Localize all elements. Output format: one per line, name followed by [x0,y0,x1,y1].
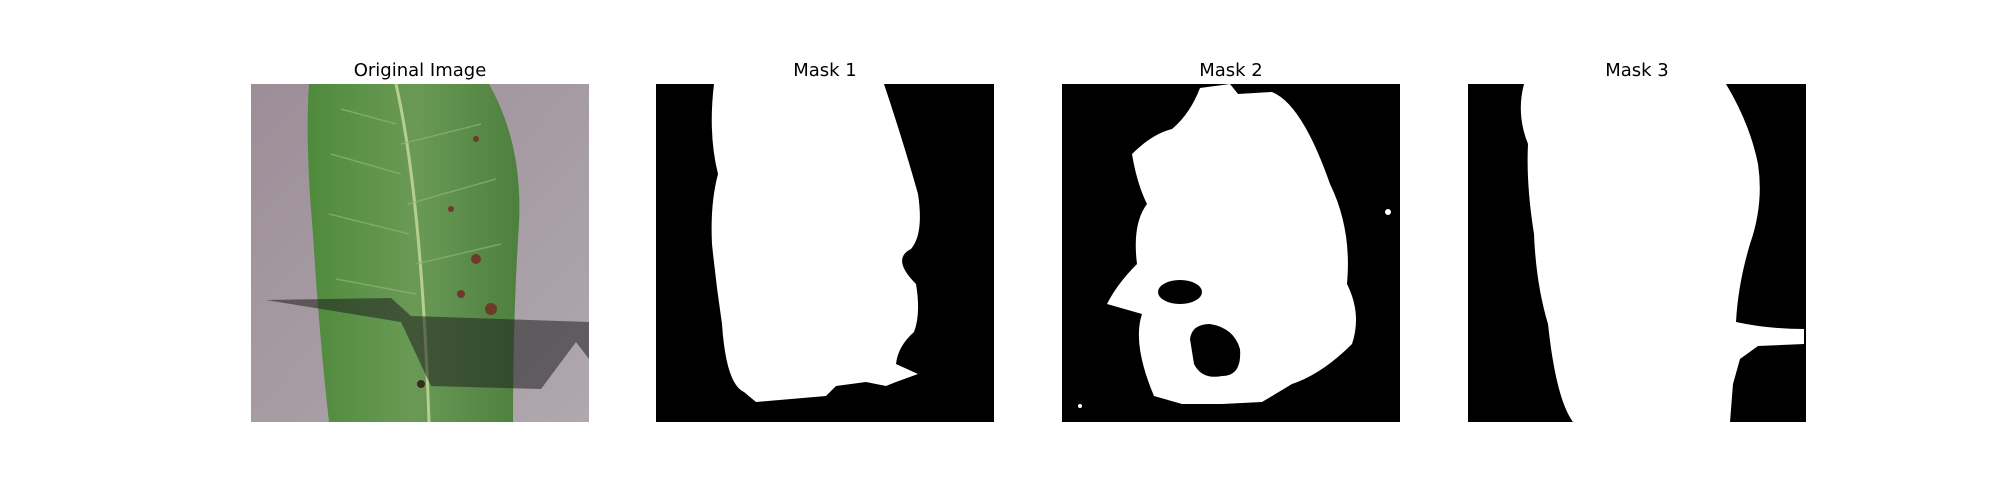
original-leaf-photo [251,84,589,422]
panel-mask-3: Mask 3 [1468,58,1806,422]
mask-3-image [1468,84,1806,422]
panel-mask-2: Mask 2 [1062,58,1400,422]
panel-title: Mask 1 [793,60,857,81]
panel-title: Mask 2 [1199,60,1263,81]
panel-mask-1: Mask 1 [656,58,994,422]
panel-title: Mask 3 [1605,60,1669,81]
mask-1-image [656,84,994,422]
panel-original-image: Original Image [251,58,589,422]
panel-title: Original Image [353,60,487,81]
mask-2-image [1062,84,1400,422]
